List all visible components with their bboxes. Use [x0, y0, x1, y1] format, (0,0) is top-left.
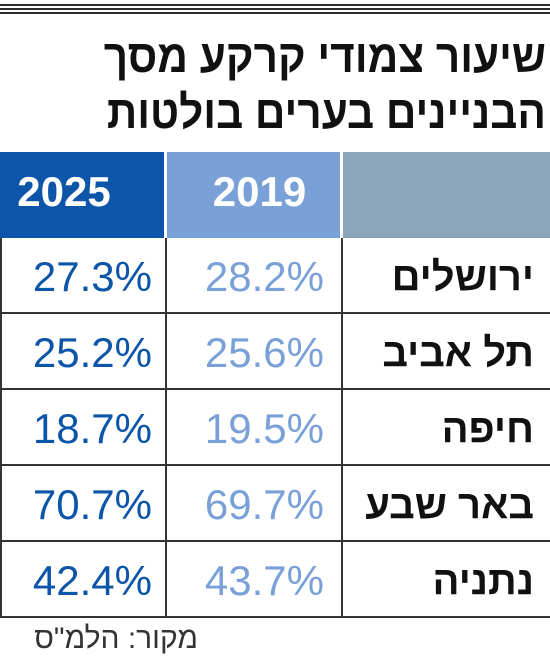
city-name: ירושלים	[391, 255, 534, 299]
value-2019: 43.7%	[204, 557, 324, 604]
header-2019: 2019	[167, 152, 340, 238]
table-row: 25.2% 25.6% תל אביב	[0, 314, 550, 390]
data-table: 2025 2019 27.3% 28.2% ירושלים 25.2% 25.6% תל …	[0, 152, 550, 618]
value-2019: 19.5%	[204, 405, 324, 452]
value-2019: 69.7%	[204, 481, 324, 528]
header-2025: 2025	[0, 152, 164, 238]
top-rules	[0, 4, 550, 18]
city-name: חיפה	[441, 407, 534, 451]
title-line-1: שיעור צמודי קרקע מסך	[103, 30, 546, 82]
header-2025-label: 2025	[17, 168, 111, 215]
city-name: תל אביב	[382, 331, 534, 375]
row-separator	[0, 464, 550, 466]
row-separator	[0, 388, 550, 390]
table-row: 18.7% 19.5% חיפה	[0, 390, 550, 466]
value-2025: 42.4%	[32, 557, 152, 604]
header-2019-label: 2019	[212, 168, 307, 215]
table-row: 70.7% 69.7% באר שבע	[0, 466, 550, 542]
table-left-border	[0, 238, 2, 617]
city-name: באר שבע	[365, 483, 534, 527]
title-line-2: הבניינים בערים בולטות	[106, 86, 546, 138]
table-row: 42.4% 43.7% נתניה	[0, 542, 550, 618]
value-2025: 18.7%	[32, 405, 152, 452]
source-note: מקור: הלמ"ס	[34, 622, 198, 655]
column-divider-1	[165, 238, 167, 617]
value-2019: 25.6%	[204, 329, 324, 376]
header-category	[343, 152, 550, 238]
value-2025: 27.3%	[32, 253, 152, 300]
city-name: נתניה	[432, 559, 534, 603]
table-row: 27.3% 28.2% ירושלים	[0, 238, 550, 314]
value-2025: 70.7%	[32, 481, 152, 528]
value-2019: 28.2%	[204, 253, 324, 300]
row-separator	[0, 312, 550, 314]
chart-title: שיעור צמודי קרקע מסך הבניינים בערים בולט…	[49, 28, 546, 140]
value-2025: 25.2%	[32, 329, 152, 376]
row-separator	[0, 616, 550, 618]
column-divider-2	[341, 238, 343, 617]
row-separator	[0, 540, 550, 542]
